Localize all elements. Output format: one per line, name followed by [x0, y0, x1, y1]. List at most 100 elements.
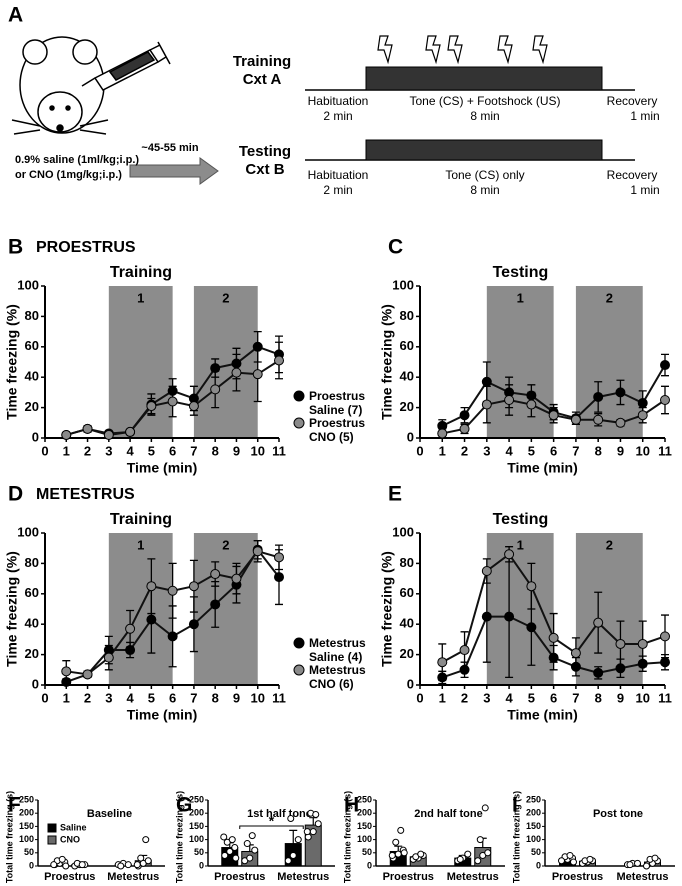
- individual-point: [388, 851, 396, 859]
- x-tick-label: 11: [658, 443, 672, 458]
- x-tick-label: 7: [572, 690, 579, 705]
- panel-label: D: [8, 483, 23, 506]
- x-tick-label: 10: [250, 443, 264, 458]
- x-tick-label: 10: [635, 690, 649, 705]
- data-point: [504, 611, 515, 622]
- x-tick-label: 1: [439, 443, 446, 458]
- individual-point: [124, 861, 132, 869]
- data-point: [481, 399, 492, 410]
- data-point: [481, 611, 492, 622]
- significance-bracket: [239, 825, 304, 829]
- individual-point: [400, 849, 408, 857]
- individual-point: [312, 811, 320, 819]
- y-tick-label: 250: [357, 794, 372, 804]
- session-label: Cxt B: [245, 161, 284, 178]
- x-tick-label: 9: [617, 443, 624, 458]
- y-tick-label: 60: [25, 585, 39, 600]
- phase-duration: 2 min: [323, 109, 352, 123]
- x-tick-label: 10: [250, 690, 264, 705]
- individual-point: [484, 849, 492, 857]
- x-tick-label: 8: [595, 443, 602, 458]
- legend-marker: [293, 390, 305, 402]
- individual-point: [137, 854, 145, 862]
- individual-point: [417, 850, 425, 858]
- x-tick-label: 0: [41, 443, 48, 458]
- x-tick-label: 2: [461, 443, 468, 458]
- y-tick-label: 100: [392, 277, 414, 292]
- tone-period-label: 2: [606, 290, 613, 305]
- y-axis-label: Time freezing (%): [379, 304, 395, 420]
- x-tick-label: 10: [635, 443, 649, 458]
- x-tick-label: 6: [169, 690, 176, 705]
- x-axis-label: Time (min): [507, 707, 578, 723]
- data-point: [615, 387, 626, 398]
- data-point: [660, 360, 670, 371]
- y-tick-label: 40: [25, 616, 39, 631]
- individual-point: [309, 828, 317, 836]
- data-point: [61, 429, 72, 440]
- panel-label: I: [512, 794, 518, 817]
- y-tick-label: 20: [25, 399, 39, 414]
- data-point: [660, 657, 670, 668]
- data-point: [210, 599, 221, 610]
- y-tick-label: 200: [526, 808, 541, 818]
- legend-swatch: [47, 835, 57, 845]
- y-tick-label: 150: [357, 821, 372, 831]
- y-axis-label: Time freezing (%): [4, 551, 20, 667]
- phase-duration: 8 min: [470, 109, 499, 123]
- panel-label: E: [388, 483, 402, 506]
- data-point: [548, 632, 559, 643]
- data-point: [167, 631, 178, 642]
- session-label: Testing: [239, 143, 291, 160]
- y-tick-label: 200: [19, 808, 34, 818]
- individual-point: [566, 851, 574, 859]
- x-tick-label: Metestrus: [277, 871, 329, 883]
- data-point: [615, 638, 626, 649]
- session-label: Cxt A: [243, 71, 282, 88]
- x-tick-label: 0: [41, 690, 48, 705]
- individual-point: [314, 820, 322, 828]
- y-tick-label: 200: [189, 808, 204, 818]
- data-point: [146, 581, 157, 592]
- x-tick-label: 4: [505, 690, 513, 705]
- data-point: [504, 395, 515, 405]
- panel-label: H: [344, 794, 359, 817]
- x-tick-label: 3: [483, 443, 490, 458]
- data-point: [637, 398, 648, 409]
- phase-duration: 1 min: [630, 183, 659, 197]
- data-point: [660, 631, 670, 642]
- footshock-icons: [377, 35, 548, 65]
- y-tick-label: 20: [25, 646, 39, 661]
- legend-label: CNO: [60, 834, 80, 844]
- data-point: [146, 614, 157, 625]
- data-point: [437, 428, 448, 439]
- tone-period: [108, 286, 173, 438]
- x-tick-label: 2: [84, 443, 91, 458]
- data-point: [459, 423, 470, 434]
- individual-point: [144, 857, 152, 865]
- phase-name: Tone (CS) + Footshock (US): [409, 94, 560, 108]
- y-tick-label: 150: [526, 821, 541, 831]
- individual-point: [481, 804, 489, 812]
- y-tick-label: 250: [19, 794, 34, 804]
- y-tick-label: 250: [526, 794, 541, 804]
- individual-point: [78, 861, 86, 869]
- x-tick-label: 8: [595, 690, 602, 705]
- y-axis-label: Total time freezing (s): [4, 791, 14, 883]
- chart-title: Training: [110, 264, 172, 281]
- data-point: [548, 410, 559, 421]
- y-tick-label: 100: [189, 834, 204, 844]
- y-tick-label: 80: [400, 308, 414, 323]
- chart-title: Post tone: [593, 808, 643, 820]
- error-bar: [394, 845, 403, 852]
- data-point: [459, 645, 470, 656]
- data-point: [167, 585, 178, 596]
- legend-swatch: [47, 823, 57, 833]
- individual-point: [474, 857, 482, 865]
- phase-name: Recovery: [607, 94, 658, 108]
- x-tick-label: 9: [233, 690, 240, 705]
- individual-point: [294, 836, 302, 844]
- x-tick-label: 9: [617, 690, 624, 705]
- y-tick-label: 20: [400, 646, 414, 661]
